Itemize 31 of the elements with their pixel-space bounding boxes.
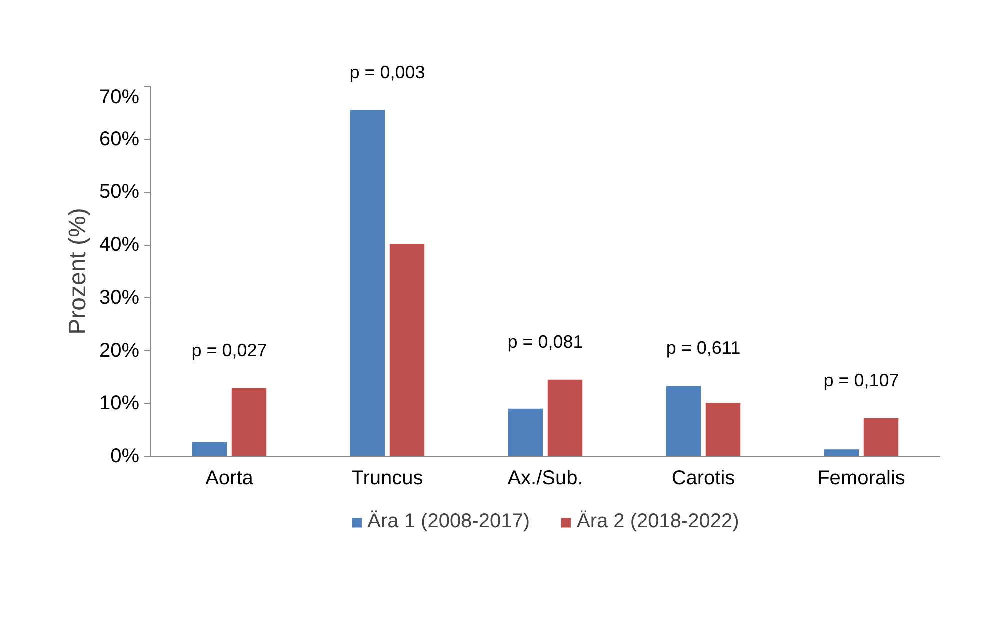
y-tick-label: 30%: [99, 286, 140, 309]
y-tick-label: 60%: [99, 128, 140, 150]
x-tick-label: Femoralis: [818, 468, 906, 490]
bar: [706, 403, 741, 456]
y-tick-label: 40%: [99, 234, 140, 256]
annotation: p = 0,107: [824, 370, 900, 390]
bar: [666, 386, 702, 456]
bar: [390, 244, 425, 456]
x-tick-label: Carotis: [672, 468, 736, 490]
bar: [548, 380, 583, 456]
y-axis-title: Prozent (%): [64, 208, 92, 335]
bar: [192, 442, 228, 456]
x-tick-label: Truncus: [352, 468, 424, 490]
y-tick-label: 50%: [99, 181, 140, 204]
bar: [508, 408, 544, 456]
legend-label: Ära 2 (2018-2022): [577, 510, 740, 534]
x-tick-label: Aorta: [206, 468, 254, 490]
bar: [350, 110, 386, 456]
y-tick-label: 20%: [99, 340, 140, 362]
annotation: p = 0,081: [508, 332, 584, 352]
bar: [864, 418, 899, 456]
annotation: p = 0,027: [192, 340, 268, 360]
y-tick-label: 0%: [110, 446, 140, 468]
bar: [232, 388, 267, 456]
legend-label: Ära 1 (2008-2017): [368, 510, 530, 534]
bar: [824, 450, 860, 456]
y-tick-label: 10%: [99, 392, 140, 415]
annotation: p = 0,611: [666, 338, 741, 358]
y-tick-label: 70%: [99, 86, 140, 108]
text: p = 0,003: [350, 62, 426, 82]
x-tick-label: Ax./Sub.: [508, 468, 584, 490]
